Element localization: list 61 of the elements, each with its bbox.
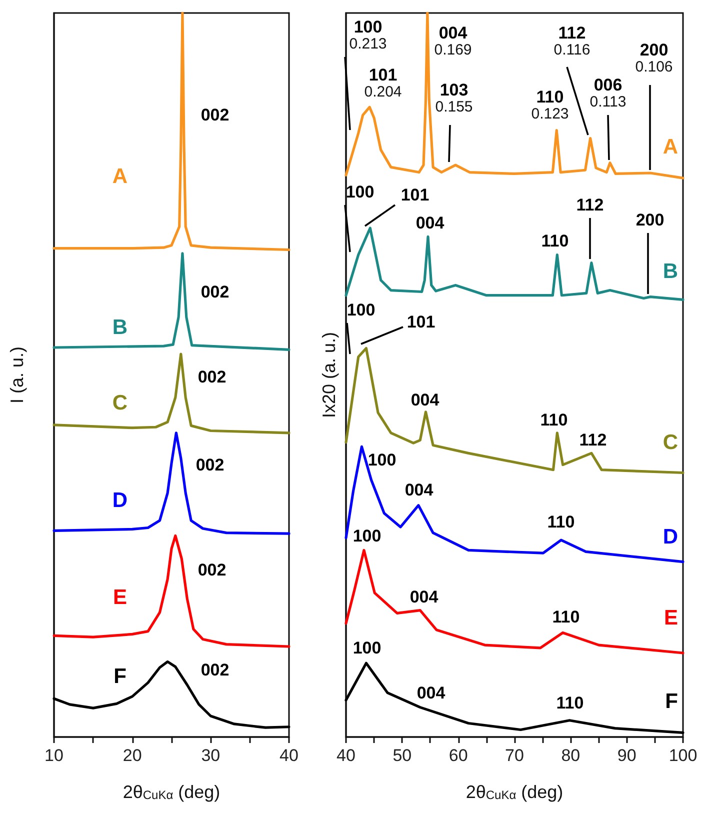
x-tick-label: 30 [201,746,220,765]
annotation: 100 [352,638,382,658]
annotation: 110 0.123 [531,88,569,122]
series-label: B [662,260,678,284]
annotation: 006 0.113 [590,76,626,110]
annotation: 112 0.116 [554,24,590,58]
annotation: 004 [416,214,445,232]
x-tick-label: 60 [448,746,468,765]
annotation: 200 [636,210,664,230]
annotation: 004 [410,390,440,410]
text: A [112,164,128,188]
series-label: C [112,391,128,414]
x-tick-label: 40 [336,746,356,765]
x-tick-label: 10 [44,746,64,765]
annotation: 112 [579,430,607,450]
series-label: A [662,136,678,159]
annotation: 002 [198,368,226,386]
y-axis-title: I (a. u.) [7,346,27,404]
series-label: E [112,586,128,610]
annotation: 002 [198,560,226,580]
series-label: D [112,489,128,512]
annotation: 002 [200,660,230,680]
annotation: 002 [200,282,230,302]
annotation: 100 [346,300,376,320]
annotation: 110 [552,608,580,626]
x-tick-label: 20 [122,746,142,765]
series-label: F [114,665,127,688]
series-label: C [662,431,678,454]
annotation: 103 0.155 [435,80,473,116]
series-label: B [112,316,128,339]
annotation: 002 [196,456,224,474]
annotation: 002 [200,106,230,124]
annotation: 004 [404,480,434,500]
annotation: 101 [406,312,436,332]
series-label: E [664,606,678,630]
annotation: 004 [410,588,439,606]
annotation: 110 [540,410,568,430]
x-tick-label: 70 [505,746,524,765]
x-axis-title: 2θCuKα (deg) [122,782,220,802]
annotation: 100 [352,526,382,546]
annotation: 100 [368,450,396,470]
x-tick-label: 50 [392,746,412,765]
annotation: 004 0.169 [434,24,472,58]
x-tick-label: 40 [280,746,298,765]
x-tick-label: 90 [617,746,636,765]
y-axis-title: Ix20 (a. u.) [319,332,339,418]
x-tick-label: 100 [668,746,698,765]
annotation: 110 [556,694,584,712]
series-label: D [662,525,678,548]
annotation: 200 0.106 [635,40,673,76]
annotation: 004 [416,684,446,702]
x-tick-label: 80 [561,746,580,765]
x-axis-title: 2θCuKα (deg) [466,782,564,802]
annotation: 110 [541,232,569,250]
annotation: 112 [576,196,604,214]
annotation: 100 0.213 [349,18,387,52]
annotation: 100 [346,182,374,202]
series-label: F [665,690,678,714]
annotation: 101 [400,186,430,204]
annotation: 110 [547,512,575,532]
annotation: 101 0.204 [364,66,402,100]
